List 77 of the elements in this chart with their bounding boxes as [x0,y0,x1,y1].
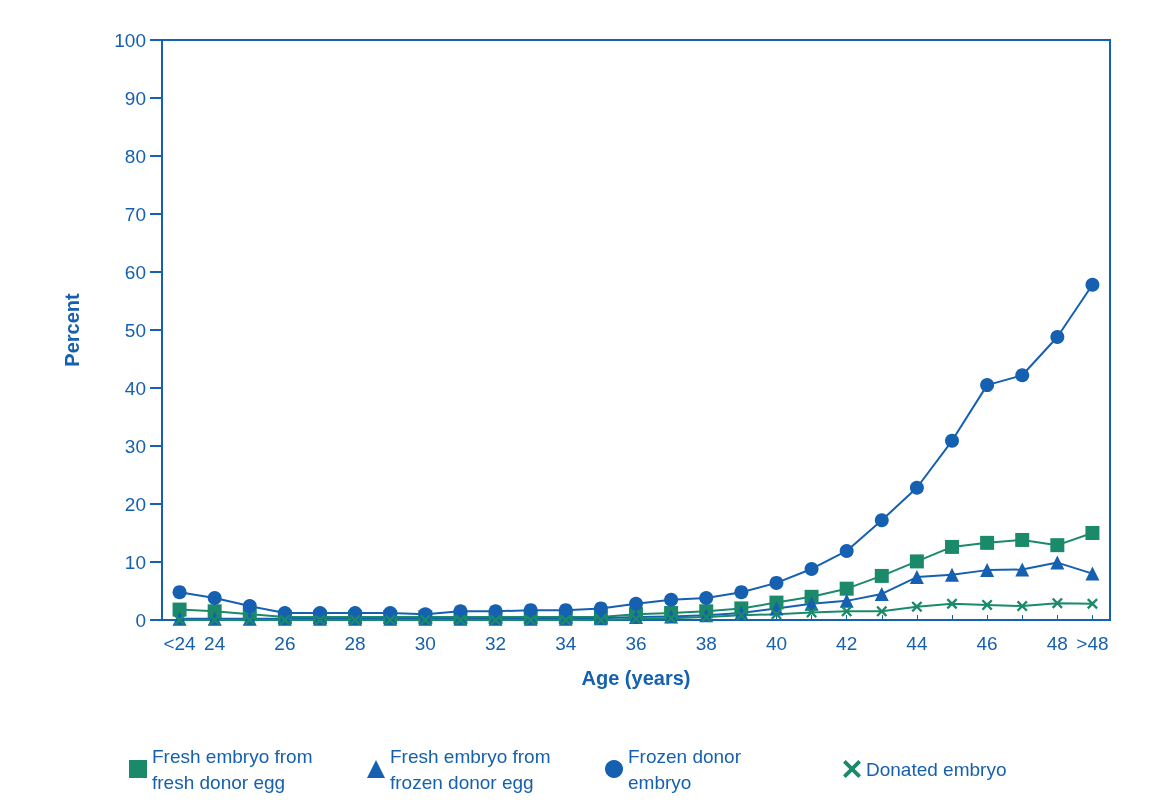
point [1086,598,1098,610]
x-tick-label: 38 [695,633,717,654]
point [1015,562,1030,577]
y-axis-title: Percent [61,292,83,367]
point [876,605,888,617]
point [1016,600,1028,612]
point [1050,538,1065,553]
x-axis-title: Age (years) [581,667,691,689]
x-tick-label: 46 [976,633,998,654]
point [699,590,714,605]
point [172,585,187,600]
point [980,563,995,578]
point [1085,566,1100,581]
point [946,598,958,610]
point [839,543,854,558]
x-tick-label: 28 [344,633,366,654]
x-tick-label: 40 [765,633,788,654]
x-tick-label: 34 [555,633,577,654]
y-tick-label: 80 [124,145,146,167]
x-tick-label: 42 [836,633,858,654]
point [980,535,995,550]
legend-label: Donated embryo [866,758,1007,780]
legend-label: Frozen donor embryo [628,745,747,793]
x-tick-label: >48 [1076,633,1109,654]
point [770,608,782,620]
point [981,599,993,611]
x-tick-label: 36 [625,633,647,654]
point [1051,597,1063,609]
point [523,603,538,618]
point [629,596,643,611]
point [841,605,853,617]
y-tick-label: 100 [114,29,146,51]
point [909,570,924,585]
y-tick-label: 20 [124,493,146,515]
point [874,568,889,583]
point [1015,532,1030,547]
y-tick-label: 60 [124,261,146,283]
point [804,561,819,576]
point [1050,329,1065,344]
point [593,601,608,616]
y-tick-label: 90 [124,87,146,109]
point [806,606,818,618]
point [1050,555,1065,570]
y-tick-label: 70 [124,203,146,225]
y-tick-label: 40 [124,377,146,399]
point [874,513,889,528]
point [664,592,679,607]
point [839,581,854,596]
x-tick-label: 32 [484,633,507,654]
y-tick-label: 30 [124,435,146,457]
point [945,433,959,448]
point [769,575,784,590]
point [909,554,924,569]
point [1085,277,1100,292]
x-tick-label: 30 [414,633,436,654]
point [945,567,959,582]
x-tick-label: 24 [204,633,226,654]
y-tick-label: 10 [124,551,146,573]
point [1085,526,1100,540]
x-tick-label: <24 [163,633,197,654]
point [911,601,923,613]
point [558,603,573,618]
point [945,539,959,554]
y-tick-label: 0 [135,609,146,631]
point [242,599,257,614]
x-tick-label: 26 [274,633,296,654]
x-tick-label: 44 [906,633,928,654]
point [1015,368,1030,383]
legend-label: Fresh embryo from fresh donor egg [152,745,318,793]
point [909,480,924,495]
y-tick-label: 50 [124,319,146,341]
legend-label: Fresh embryo from frozen donor egg [390,745,556,793]
point [207,590,222,605]
point [734,585,749,600]
point [980,378,995,393]
point [874,586,889,601]
x-tick-label: 48 [1046,633,1068,654]
